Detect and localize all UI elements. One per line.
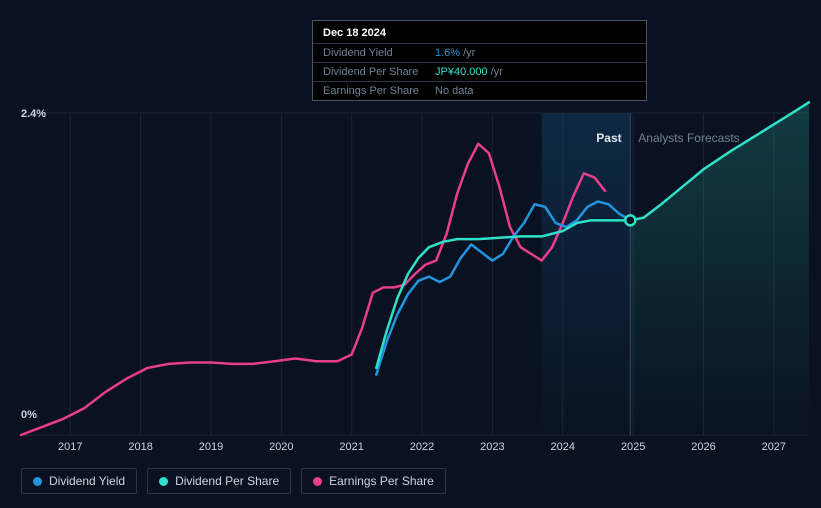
legend-dot-icon	[33, 477, 42, 486]
x-axis-label: 2021	[339, 441, 363, 453]
legend-label: Dividend Per Share	[175, 474, 279, 488]
tooltip-date: Dec 18 2024	[313, 21, 646, 43]
legend-item[interactable]: Dividend Per Share	[147, 468, 291, 494]
chart-container: 0% 2.4% 2017 2018 2019 2020 2021 2022 2023 2024 2…	[0, 0, 821, 508]
chart-tooltip: Dec 18 2024 Dividend Yield1.6%/yrDividen…	[312, 20, 647, 101]
x-axis-label: 2024	[551, 441, 575, 453]
tooltip-row: Dividend Per ShareJP¥40.000/yr	[313, 62, 646, 81]
past-label: Past	[596, 131, 621, 145]
legend-label: Earnings Per Share	[329, 474, 434, 488]
tooltip-key: Dividend Per Share	[323, 66, 435, 78]
tooltip-key: Earnings Per Share	[323, 85, 435, 97]
legend-dot-icon	[159, 477, 168, 486]
x-axis-label: 2018	[128, 441, 152, 453]
legend-item[interactable]: Dividend Yield	[21, 468, 137, 494]
x-axis-label: 2022	[410, 441, 434, 453]
y-axis-label: 2.4%	[21, 108, 46, 120]
legend-label: Dividend Yield	[49, 474, 125, 488]
x-axis-label: 2027	[762, 441, 786, 453]
tooltip-unit: /yr	[463, 47, 475, 59]
x-axis-label: 2023	[480, 441, 504, 453]
tooltip-row: Dividend Yield1.6%/yr	[313, 43, 646, 62]
legend-dot-icon	[313, 477, 322, 486]
tooltip-row: Earnings Per ShareNo data	[313, 81, 646, 100]
forecast-label: Analysts Forecasts	[638, 131, 739, 145]
x-axis-label: 2020	[269, 441, 293, 453]
tooltip-value: 1.6%	[435, 47, 460, 59]
x-axis-label: 2026	[691, 441, 715, 453]
tooltip-value: JP¥40.000	[435, 66, 488, 78]
y-axis-label: 0%	[21, 409, 37, 421]
tooltip-value: No data	[435, 85, 474, 97]
tooltip-key: Dividend Yield	[323, 47, 435, 59]
x-axis-label: 2025	[621, 441, 645, 453]
legend-item[interactable]: Earnings Per Share	[301, 468, 446, 494]
tooltip-unit: /yr	[491, 66, 503, 78]
legend: Dividend Yield Dividend Per Share Earnings…	[21, 468, 446, 494]
x-axis-label: 2017	[58, 441, 82, 453]
x-axis-label: 2019	[199, 441, 223, 453]
